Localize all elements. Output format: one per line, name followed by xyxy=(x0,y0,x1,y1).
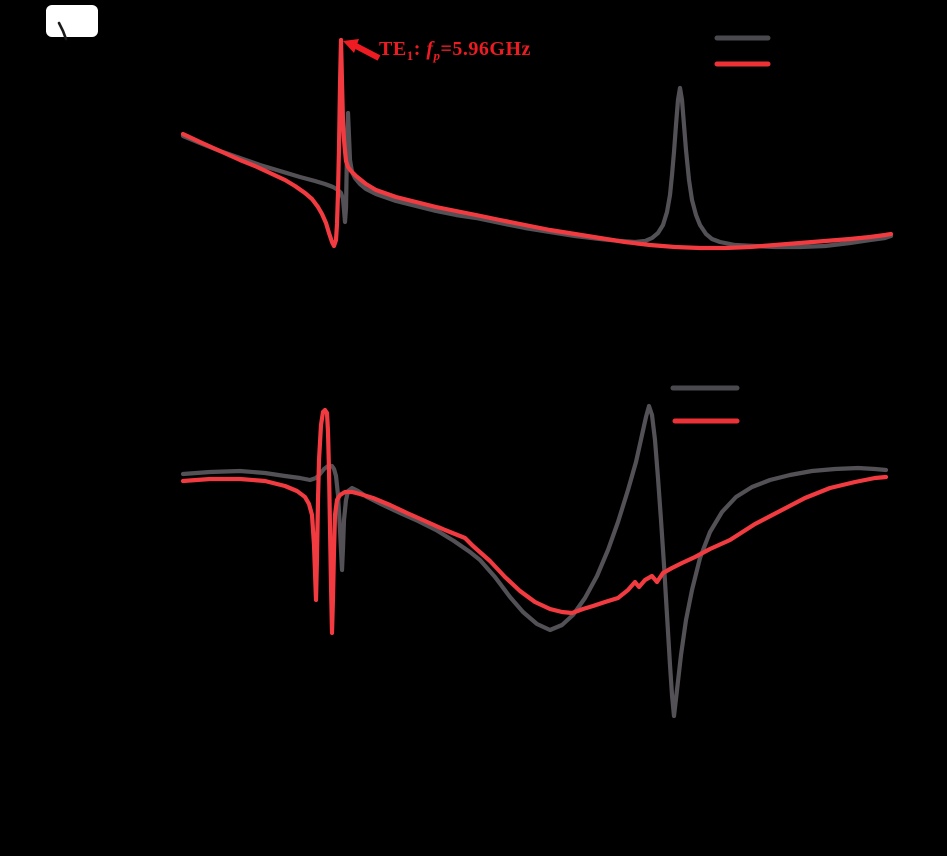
annotation-freq-symbol: f xyxy=(426,38,434,60)
bottom-red-curve xyxy=(180,407,889,636)
resonance-annotation: TE1: fp=5.96GHz xyxy=(379,38,531,64)
annotation-arrow-head xyxy=(343,39,359,53)
annotation-arrow-body xyxy=(354,43,381,61)
bottom-chart xyxy=(180,385,889,719)
top-legend xyxy=(714,35,771,67)
annotation-arrow xyxy=(343,39,381,61)
bottom-legend xyxy=(670,385,740,424)
callout-mark xyxy=(57,21,68,41)
bottom-gray-curve xyxy=(180,403,889,719)
annotation-mode: TE xyxy=(379,38,407,60)
annotation-mode-sub: 1 xyxy=(406,48,414,63)
top-red-curve xyxy=(180,37,894,251)
top-chart xyxy=(180,35,894,251)
top-gray-curve xyxy=(180,85,894,250)
annotation-freq-sub: p xyxy=(433,48,441,63)
annotation-freq-value: =5.96GHz xyxy=(440,38,531,60)
callout xyxy=(46,5,98,41)
callout-box xyxy=(46,5,98,37)
annotation-separator: : xyxy=(413,38,427,60)
